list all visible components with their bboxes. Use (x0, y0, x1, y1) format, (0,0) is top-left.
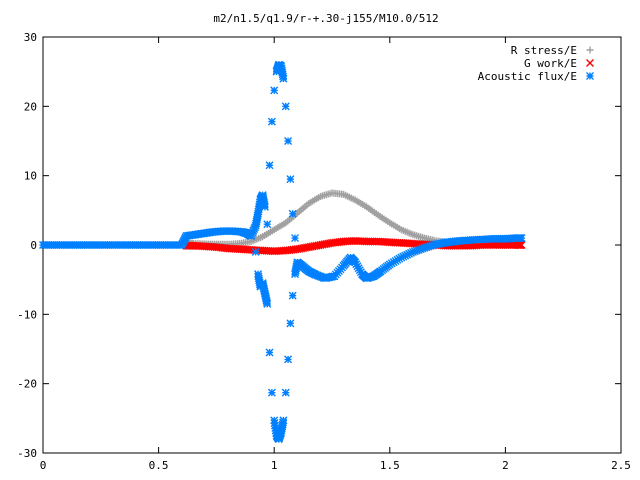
x-tick-label: 1 (271, 459, 278, 472)
axes: 0 0.5 1 1.5 2 2.5 -30 -20 -10 0 10 20 30 (17, 31, 631, 472)
legend-label: R stress/E (511, 44, 577, 57)
data-point (270, 86, 279, 95)
data-point (286, 319, 295, 328)
data-point (284, 355, 293, 364)
x-tick-label: 1.5 (380, 459, 400, 472)
legend-label: G work/E (524, 57, 577, 70)
series-2 (39, 60, 526, 444)
data-point (286, 175, 295, 184)
data-point (399, 252, 408, 261)
y-tick-label: 10 (24, 170, 37, 183)
legend-label: Acoustic flux/E (478, 70, 577, 83)
data-point (405, 249, 414, 258)
legend-marker (586, 46, 594, 54)
y-tick-label: -10 (17, 308, 37, 321)
x-tick-label: 2.5 (611, 459, 631, 472)
data-point (406, 248, 415, 257)
data-point (517, 241, 526, 249)
x-tick-label: 2 (502, 459, 509, 472)
data-point (267, 117, 276, 126)
data-point (281, 102, 290, 111)
data-point (401, 251, 410, 260)
data-point (263, 299, 272, 308)
data-point (517, 234, 526, 243)
data-point (267, 388, 276, 397)
y-tick-label: -30 (17, 447, 37, 460)
chart-title: m2/n1.5/q1.9/r-+.30-j155/M10.0/512 (213, 12, 438, 25)
data-point (397, 253, 406, 262)
data-point (284, 137, 293, 145)
legend-marker (586, 59, 594, 67)
data-series (39, 60, 526, 444)
y-tick-label: -20 (17, 378, 37, 391)
x-tick-label: 0.5 (149, 459, 169, 472)
y-tick-label: 30 (24, 31, 37, 44)
data-point (265, 348, 274, 357)
data-point (265, 161, 274, 170)
data-point (263, 220, 272, 229)
data-point (403, 250, 412, 259)
data-point (288, 291, 297, 300)
y-tick-label: 20 (24, 100, 37, 113)
data-point (251, 247, 260, 256)
data-point (291, 234, 300, 243)
data-point (279, 416, 288, 425)
y-tick-label: 0 (30, 239, 37, 252)
x-tick-label: 0 (40, 459, 47, 472)
data-point (279, 74, 288, 83)
legend-marker (586, 72, 594, 80)
data-point (281, 388, 290, 397)
data-point (288, 209, 297, 218)
data-point (260, 202, 269, 211)
